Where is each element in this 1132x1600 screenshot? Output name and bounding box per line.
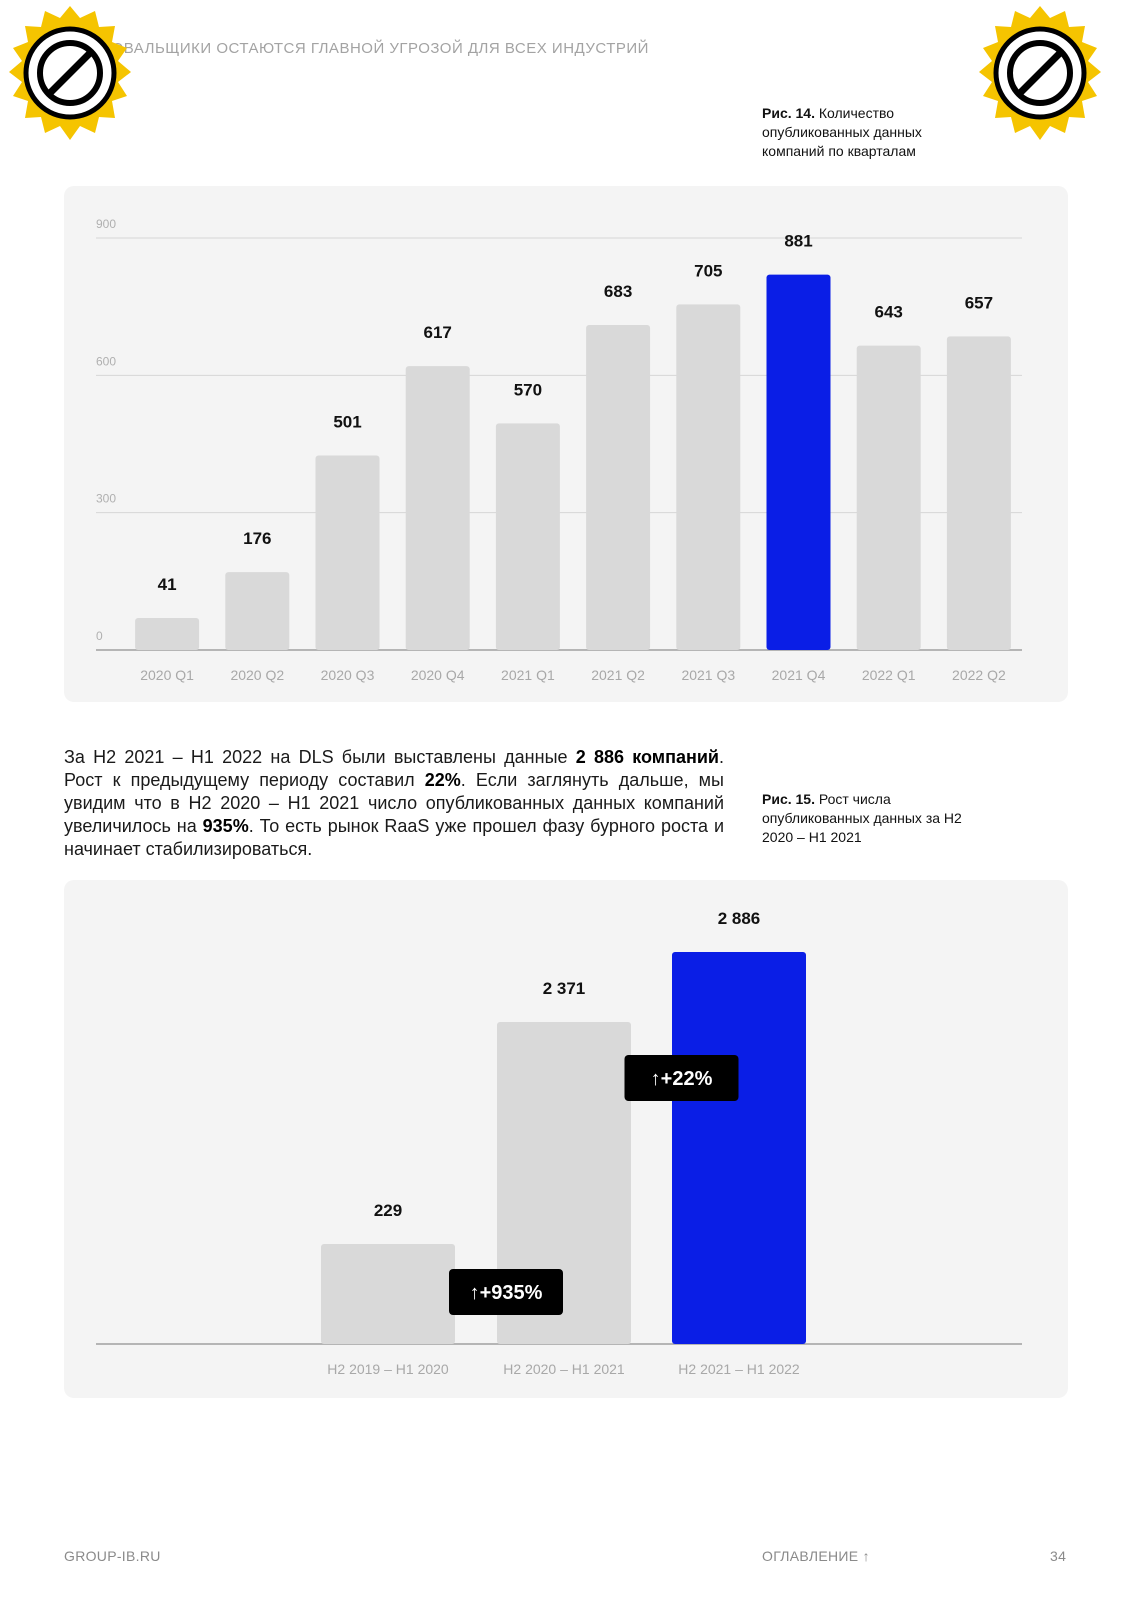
- bar-value-label: 229: [374, 1201, 402, 1220]
- growth-badge-label: ↑+22%: [651, 1068, 713, 1090]
- bar: [766, 274, 831, 650]
- paragraph-bold-2: 22%: [424, 770, 461, 790]
- x-tick-label: 2020 Q1: [140, 667, 194, 683]
- x-tick-label: 2022 Q1: [862, 667, 916, 683]
- pdf-xchange-stamp-left[interactable]: [0, 4, 140, 144]
- figure-14-caption: Рис. 14. Количество опубликованных данны…: [762, 104, 962, 161]
- bar: [135, 617, 200, 650]
- figure-14-label: Рис. 14.: [762, 105, 815, 121]
- paragraph-text-4: . То есть рынок RaaS уже прошел фазу бур…: [64, 816, 724, 859]
- growth-badge: [449, 1269, 563, 1315]
- x-tick-label: H2 2019 – H1 2020: [327, 1361, 449, 1377]
- section-title: Шифровальщики остаются главной угрозой д…: [64, 40, 649, 57]
- bar-value-label: 176: [243, 529, 271, 548]
- x-tick-label: 2020 Q2: [230, 667, 284, 683]
- footer-site-link[interactable]: GROUP-IB.RU: [64, 1548, 161, 1564]
- bar-value-label: 705: [694, 261, 722, 280]
- summary-paragraph: За H2 2021 – H1 2022 на DLS были выставл…: [64, 746, 724, 861]
- bar-value-label: 657: [965, 293, 993, 312]
- bar: [676, 304, 741, 650]
- paragraph-text-2: . Рост к предыдущему периоду составил: [64, 747, 725, 790]
- x-tick-label: 2021 Q3: [681, 667, 735, 683]
- bar: [405, 366, 470, 650]
- x-tick-label: 2020 Q4: [411, 667, 465, 683]
- bar-value-label: 2 371: [543, 979, 586, 998]
- x-tick-label: 2021 Q1: [501, 667, 555, 683]
- x-tick-label: H2 2021 – H1 2022: [678, 1361, 800, 1377]
- paragraph-bold-3: 935%: [202, 816, 249, 836]
- y-tick-label: 0: [96, 629, 103, 643]
- bar: [497, 1021, 631, 1344]
- bar: [946, 336, 1011, 650]
- figure-14-text: Количество опубликованных данных компани…: [762, 105, 922, 159]
- footer-toc-link[interactable]: ОГЛАВЛЕНИЕ ↑: [762, 1548, 870, 1564]
- x-tick-label: H2 2020 – H1 2021: [503, 1361, 625, 1377]
- paragraph-bold-1: 2 886 компаний: [575, 747, 719, 767]
- quarterly-chart-panel: 0 300 600 900 41 2020 Q1 176 2020 Q2 501 2020 Q3 6…: [64, 186, 1068, 702]
- bar: [495, 423, 560, 650]
- bar: [672, 952, 806, 1344]
- quarterly-bar-chart: 0 300 600 900 41 2020 Q1 176 2020 Q2 501 2020 Q3 6…: [96, 217, 1022, 683]
- bar-value-label: 41: [158, 575, 177, 594]
- bar-value-label: 683: [604, 282, 632, 301]
- footer-page-number: 34: [1050, 1548, 1067, 1564]
- bar: [586, 324, 651, 650]
- y-tick-label: 900: [96, 217, 116, 231]
- bar-value-label: 617: [424, 323, 452, 342]
- x-tick-label: 2021 Q4: [772, 667, 826, 683]
- figure-15-text: Рост числа опубликованных данных за H2 2…: [762, 791, 962, 845]
- bar-value-label: 881: [784, 232, 812, 251]
- bar-value-label: 2 886: [718, 909, 761, 928]
- y-tick-label: 600: [96, 354, 116, 368]
- x-tick-label: 2022 Q2: [952, 667, 1006, 683]
- x-tick-label: 2021 Q2: [591, 667, 645, 683]
- pdf-xchange-stamp-right[interactable]: [970, 4, 1110, 144]
- growth-badge-label: ↑+935%: [470, 1282, 543, 1304]
- bar-value-label: 501: [333, 412, 361, 431]
- bar: [315, 455, 380, 650]
- halfyear-bar-chart: 229 H2 2019 – H1 2020 2 371 H2 2020 – H1 20…: [96, 909, 1022, 1377]
- x-tick-label: 2020 Q3: [321, 667, 375, 683]
- y-tick-label: 300: [96, 492, 116, 506]
- figure-15-label: Рис. 15.: [762, 791, 815, 807]
- paragraph-text-3: . Если заглянуть дальше, мы увидим что в…: [64, 770, 724, 836]
- bar: [321, 1244, 455, 1344]
- paragraph-text-1: За H2 2021 – H1 2022 на DLS были выставл…: [64, 747, 576, 767]
- bar-value-label: 643: [875, 303, 903, 322]
- figure-15-caption: Рис. 15. Рост числа опубликованных данны…: [762, 790, 962, 847]
- bar: [856, 345, 921, 650]
- bar: [225, 572, 290, 650]
- bar-value-label: 570: [514, 380, 542, 399]
- halfyear-chart-panel: 229 H2 2019 – H1 2020 2 371 H2 2020 – H1 20…: [64, 880, 1068, 1398]
- growth-badge: [624, 1055, 739, 1101]
